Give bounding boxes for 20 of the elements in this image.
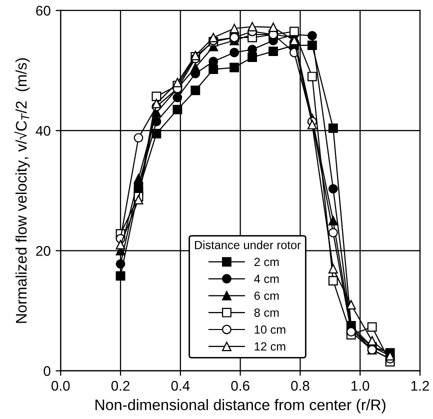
legend-title: Distance under rotor xyxy=(194,240,301,250)
legend-label: 4 cm xyxy=(254,274,279,284)
x-axis-title: Non-dimensional distance from center (r/R) xyxy=(96,399,386,414)
x-tick-label: 0.2 xyxy=(111,380,130,391)
y-tick-label: 0 xyxy=(44,366,50,376)
x-tick-label: 0.8 xyxy=(291,380,310,391)
y-tick-label: 20 xyxy=(36,246,50,256)
y-axis-title: Normalized flow velocity, v/√C$_{T}$/2 (m/s) xyxy=(14,58,30,323)
x-tick-label: 0.6 xyxy=(231,380,250,391)
y-tick-label: 60 xyxy=(36,6,50,16)
x-tick-label: 0.4 xyxy=(171,380,190,391)
legend-label: 12 cm xyxy=(254,342,286,351)
x-tick-label: 1.0 xyxy=(352,380,370,391)
x-tick-label: 1.2 xyxy=(411,380,429,391)
legend-label: 8 cm xyxy=(254,308,279,317)
legend-label: 6 cm xyxy=(254,292,279,300)
y-tick-label: 40 xyxy=(36,126,50,136)
x-tick-label: 0.0 xyxy=(52,380,70,391)
legend-label: 2 cm xyxy=(254,258,279,266)
legend-label: 10 cm xyxy=(254,325,286,334)
